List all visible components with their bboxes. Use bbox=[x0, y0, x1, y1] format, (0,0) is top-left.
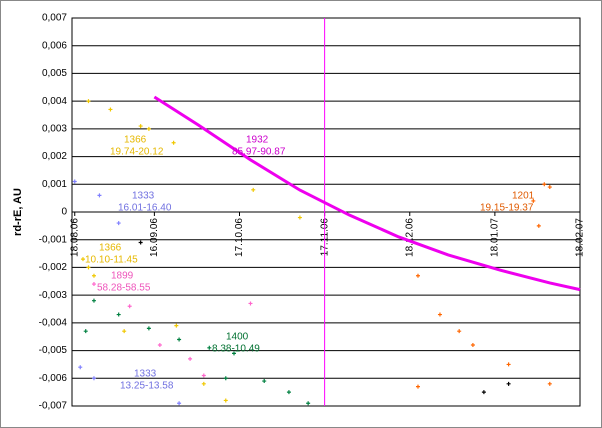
point bbox=[251, 187, 256, 192]
point bbox=[116, 221, 121, 226]
point bbox=[78, 365, 83, 370]
point bbox=[531, 198, 536, 203]
point bbox=[174, 323, 179, 328]
point bbox=[547, 381, 552, 386]
point bbox=[415, 273, 420, 278]
point bbox=[481, 390, 486, 395]
point bbox=[171, 140, 176, 145]
annotation: 1201 bbox=[512, 191, 535, 202]
annotation: 16.01-16.40 bbox=[118, 203, 172, 214]
point bbox=[138, 124, 143, 129]
point bbox=[201, 381, 206, 386]
point bbox=[306, 401, 311, 406]
x-tick-label: 18.02.07 bbox=[575, 218, 586, 257]
point bbox=[232, 351, 237, 356]
point bbox=[207, 345, 212, 350]
annotation: 10.10-11.45 bbox=[85, 255, 138, 266]
y-tick-label: 0,003 bbox=[42, 123, 67, 134]
point bbox=[80, 257, 85, 262]
annotation: 8.38-10.49 bbox=[212, 344, 260, 355]
point bbox=[97, 193, 102, 198]
y-tick-label: 0,005 bbox=[42, 68, 67, 79]
point bbox=[437, 312, 442, 317]
y-axis-label: rd-rE, AU bbox=[12, 188, 24, 236]
point bbox=[536, 223, 541, 228]
annotation: 85.97-90.87 bbox=[232, 147, 286, 158]
point bbox=[177, 401, 182, 406]
point bbox=[201, 373, 206, 378]
annotation: 58.28-58.55 bbox=[97, 283, 151, 294]
point bbox=[506, 381, 511, 386]
y-tick-label: -0,001 bbox=[39, 234, 68, 245]
annotation: 1366 bbox=[124, 135, 147, 146]
annotation: 1333 bbox=[132, 191, 155, 202]
x-tick-label: 16.09.06 bbox=[149, 218, 160, 257]
point bbox=[91, 282, 96, 287]
y-tick-label: 0,004 bbox=[42, 96, 67, 107]
point bbox=[108, 107, 113, 112]
y-tick-label: -0,002 bbox=[39, 262, 68, 273]
y-tick-label: 0,007 bbox=[42, 13, 67, 24]
point bbox=[72, 179, 77, 184]
y-tick-label: -0,004 bbox=[39, 317, 68, 328]
point bbox=[138, 240, 143, 245]
x-tick-label: 18.08.06 bbox=[69, 218, 80, 257]
point bbox=[177, 337, 182, 342]
annotation: 1333 bbox=[134, 369, 157, 380]
annotation: 13.25-13.58 bbox=[120, 381, 174, 392]
point bbox=[116, 312, 121, 317]
annotation: 1899 bbox=[111, 271, 134, 282]
y-tick-label: 0,001 bbox=[42, 179, 67, 190]
point bbox=[470, 343, 475, 348]
y-tick-label: -0,007 bbox=[39, 401, 68, 412]
point bbox=[127, 304, 132, 309]
point bbox=[188, 356, 193, 361]
point bbox=[91, 298, 96, 303]
point bbox=[86, 265, 91, 270]
point bbox=[146, 326, 151, 331]
x-tick-label: 18.01.07 bbox=[490, 218, 501, 257]
point bbox=[262, 379, 267, 384]
point bbox=[86, 99, 91, 104]
y-tick-label: 0 bbox=[61, 207, 67, 218]
point bbox=[223, 398, 228, 403]
annotation: 19.15-19.37 bbox=[480, 203, 534, 214]
y-tick-label: 0,006 bbox=[42, 40, 67, 51]
annotation: 1932 bbox=[246, 135, 269, 146]
point bbox=[286, 390, 291, 395]
point bbox=[83, 329, 88, 334]
y-tick-label: -0,006 bbox=[39, 373, 68, 384]
x-tick-label: 18.12.06 bbox=[404, 218, 415, 257]
point bbox=[91, 376, 96, 381]
point bbox=[248, 301, 253, 306]
x-tick-label: 17.10.06 bbox=[234, 218, 245, 257]
annotation: 1366 bbox=[99, 243, 122, 254]
point bbox=[457, 329, 462, 334]
annotation: 1400 bbox=[226, 332, 249, 343]
point bbox=[122, 329, 127, 334]
point bbox=[91, 273, 96, 278]
point bbox=[157, 343, 162, 348]
point bbox=[542, 182, 547, 187]
point bbox=[146, 126, 151, 131]
point bbox=[223, 376, 228, 381]
point bbox=[297, 215, 302, 220]
point bbox=[415, 384, 420, 389]
y-tick-label: -0,005 bbox=[39, 345, 68, 356]
annotation: 19.74-20.12 bbox=[110, 147, 164, 158]
y-tick-label: -0,003 bbox=[39, 290, 68, 301]
point bbox=[547, 185, 552, 190]
curve bbox=[153, 95, 581, 292]
y-tick-label: 0,002 bbox=[42, 151, 67, 162]
point bbox=[506, 362, 511, 367]
